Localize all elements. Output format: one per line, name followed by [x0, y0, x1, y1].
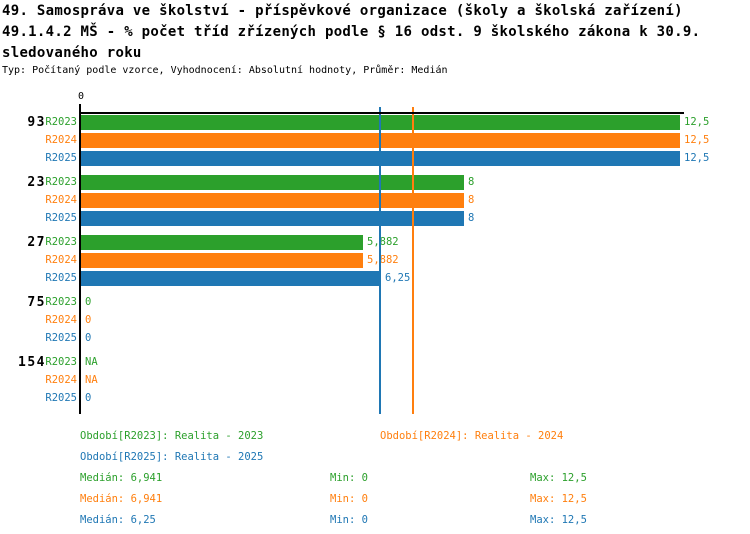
group-label: 93: [27, 115, 46, 130]
x-axis-zero-tick-label: 0: [77, 91, 85, 102]
bar-value-label: 12,5: [684, 116, 710, 128]
series-row-label: R2025: [45, 332, 77, 344]
legend-min-r2025: Min: 0: [330, 514, 368, 526]
bar-value-label: NA: [85, 356, 98, 368]
series-row-label: R2025: [45, 392, 77, 404]
legend-period-r2025: Období[R2025]: Realita - 2025: [80, 451, 264, 463]
bar-value-label: 5,882: [367, 254, 399, 266]
bar: [81, 193, 464, 208]
group-label: 75: [27, 295, 46, 310]
series-row-label: R2024: [45, 134, 77, 146]
group-label: 27: [27, 235, 46, 250]
bar: [81, 253, 363, 268]
series-row-label: R2024: [45, 194, 77, 206]
legend-min-r2023: Min: 0: [330, 472, 368, 484]
bar-value-label: 12,5: [684, 152, 710, 164]
legend-max-r2025: Max: 12,5: [530, 514, 587, 526]
series-row-label: R2023: [45, 116, 77, 128]
series-row-label: R2024: [45, 314, 77, 326]
bar-value-label: NA: [85, 374, 98, 386]
median-reference-line: [412, 107, 414, 414]
series-row-label: R2023: [45, 296, 77, 308]
bar: [81, 211, 464, 226]
series-row-label: R2024: [45, 374, 77, 386]
x-axis-top-line: [79, 112, 684, 114]
bar: [81, 271, 381, 286]
series-row-label: R2024: [45, 254, 77, 266]
legend-min-r2024: Min: 0: [330, 493, 368, 505]
legend-median-r2024: Medián: 6,941: [80, 493, 163, 505]
bar-value-label: 12,5: [684, 134, 710, 146]
bar: [81, 235, 363, 250]
report-subtitle: Typ: Počítaný podle vzorce, Vyhodnocení:…: [2, 65, 448, 76]
bar-value-label: 5,882: [367, 236, 399, 248]
series-row-label: R2025: [45, 272, 77, 284]
group-label: 154: [18, 355, 46, 370]
legend-period-r2024: Období[R2024]: Realita - 2024: [380, 430, 564, 442]
bar-value-label: 8: [468, 212, 475, 224]
report-title-line-1: 49. Samospráva ve školství - příspěvkové…: [2, 3, 683, 19]
bar-value-label: 0: [85, 332, 92, 344]
series-row-label: R2023: [45, 356, 77, 368]
report-title-line-3: sledovaného roku: [2, 45, 142, 61]
legend-max-r2023: Max: 12,5: [530, 472, 587, 484]
bar-value-label: 8: [468, 176, 475, 188]
series-row-label: R2025: [45, 212, 77, 224]
series-row-label: R2023: [45, 176, 77, 188]
report-title-line-2: 49.1.4.2 MŠ - % počet tříd zřízených pod…: [2, 24, 701, 40]
legend-median-r2025: Medián: 6,25: [80, 514, 156, 526]
legend-period-r2023: Období[R2023]: Realita - 2023: [80, 430, 264, 442]
series-row-label: R2023: [45, 236, 77, 248]
group-label: 23: [27, 175, 46, 190]
bar-value-label: 0: [85, 392, 92, 404]
bar: [81, 175, 464, 190]
median-reference-line: [379, 107, 381, 414]
bar-value-label: 6,25: [385, 272, 411, 284]
legend-median-r2023: Medián: 6,941: [80, 472, 163, 484]
bar-value-label: 0: [85, 296, 92, 308]
series-row-label: R2025: [45, 152, 77, 164]
bar-value-label: 0: [85, 314, 92, 326]
y-axis-line: [79, 104, 81, 414]
bar-value-label: 8: [468, 194, 475, 206]
legend-max-r2024: Max: 12,5: [530, 493, 587, 505]
